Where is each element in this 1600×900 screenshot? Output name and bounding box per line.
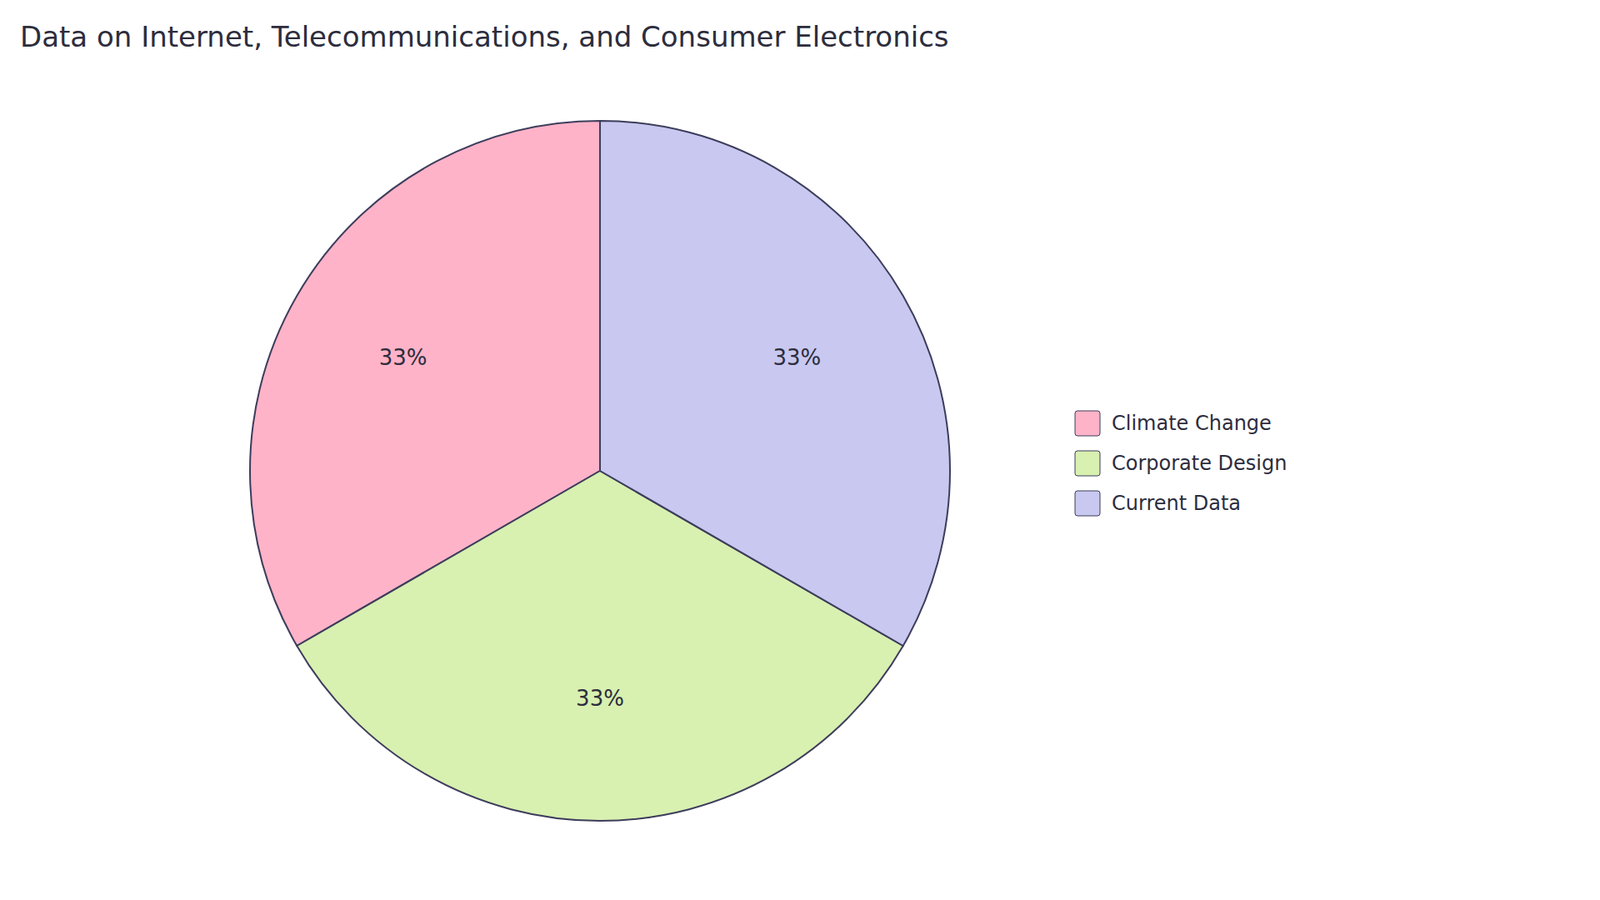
- legend-swatch: [1075, 450, 1100, 476]
- data-labels: 33% 33% 33%: [379, 345, 822, 712]
- legend-swatch: [1075, 410, 1100, 436]
- data-label: 33%: [379, 345, 428, 370]
- pie: [250, 120, 950, 821]
- data-label: 33%: [773, 345, 822, 370]
- legend-swatch: [1075, 490, 1100, 516]
- legend-label: Climate Change: [1111, 411, 1272, 435]
- data-label: 33%: [575, 685, 625, 711]
- background: [0, 0, 1600, 900]
- title: Data on Internet, Telecommunications, an…: [20, 20, 950, 54]
- legend: Climate Change Corporate Design Current Da…: [1075, 410, 1287, 516]
- slice: [600, 120, 950, 646]
- legend-label: Corporate Design: [1111, 451, 1287, 475]
- legend-label: Current Data: [1111, 491, 1241, 515]
- chart: Data on Internet, Telecommunications, an…: [0, 0, 1600, 900]
